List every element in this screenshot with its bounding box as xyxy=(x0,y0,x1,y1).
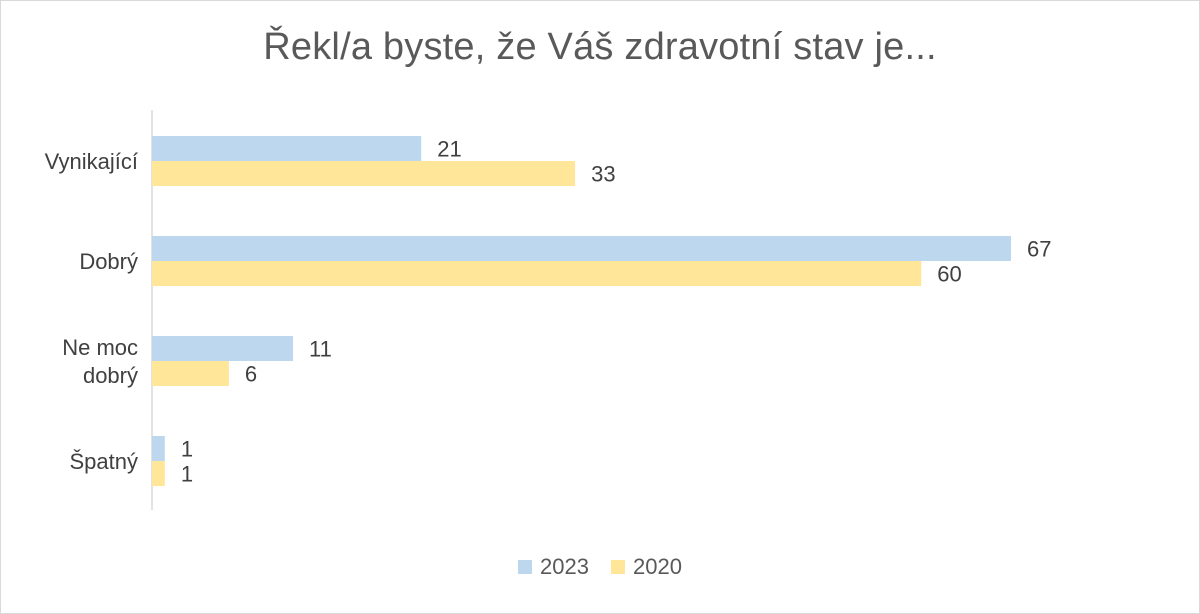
category-label-3-line-0: Špatný xyxy=(70,449,139,474)
bar-2023-2 xyxy=(152,336,294,361)
legend-item-2023: 2023 xyxy=(518,554,589,580)
legend-label-2023: 2023 xyxy=(540,554,589,579)
legend-label-2020: 2020 xyxy=(633,554,682,579)
legend-item-2020: 2020 xyxy=(611,554,682,580)
data-label-2023-0: 21 xyxy=(437,137,461,162)
legend: 2023 2020 xyxy=(0,554,1200,580)
bar-2020-1 xyxy=(152,261,922,286)
bar-2023-1 xyxy=(152,236,1011,261)
bar-2020-0 xyxy=(152,161,576,186)
data-label-2020-3: 1 xyxy=(181,462,193,487)
category-label-2-line-0: Ne moc xyxy=(62,335,138,360)
data-label-2020-2: 6 xyxy=(245,362,257,387)
data-label-2020-1: 60 xyxy=(937,262,961,287)
bar-2023-3 xyxy=(152,436,165,461)
category-label-0-line-0: Vynikající xyxy=(45,149,138,174)
legend-swatch-2020 xyxy=(611,560,625,574)
legend-swatch-2023 xyxy=(518,560,533,574)
data-label-2023-3: 1 xyxy=(181,437,193,462)
category-label-1-line-0: Dobrý xyxy=(79,249,138,274)
data-label-2020-0: 33 xyxy=(591,162,615,187)
bar-2020-2 xyxy=(152,361,229,386)
chart-title: Řekl/a byste, že Váš zdravotní stav je..… xyxy=(263,26,937,68)
bar-2020-3 xyxy=(152,461,165,486)
category-label-2-line-1: dobrý xyxy=(83,363,138,388)
bar-2023-0 xyxy=(152,136,422,161)
data-label-2023-2: 11 xyxy=(309,337,332,362)
data-label-2023-1: 67 xyxy=(1027,237,1051,262)
